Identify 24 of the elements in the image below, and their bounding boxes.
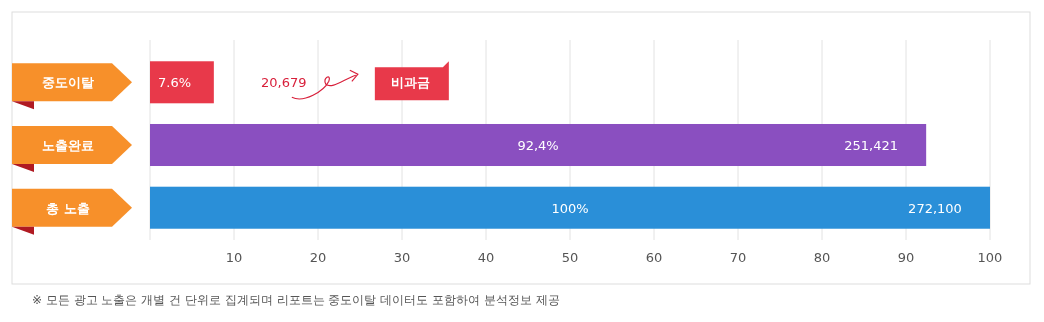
x-tick-label: 40 <box>477 250 495 265</box>
data-label: 92,4% <box>517 138 559 153</box>
x-tick-label: 80 <box>813 250 831 265</box>
x-tick-label: 60 <box>645 250 663 265</box>
y-tick-label: 중도이탈 <box>42 75 94 91</box>
x-tick-label: 90 <box>897 250 915 265</box>
x-tick-label: 50 <box>561 250 579 265</box>
bar <box>150 123 927 167</box>
x-tick-label: 70 <box>729 250 747 265</box>
bar <box>150 61 214 104</box>
annotation: 비과금 <box>391 75 431 91</box>
bar <box>150 186 990 229</box>
x-tick-label: 20 <box>309 250 327 265</box>
x-tick-label: 10 <box>225 250 243 265</box>
x-tick-label: 30 <box>393 250 411 265</box>
data-label: 100% <box>551 200 589 216</box>
y-tick-label: 노출완료 <box>42 138 94 153</box>
annotation: 20,679 <box>261 75 307 91</box>
annotation: 251,421 <box>844 138 899 153</box>
text: ※ 모든 광고 노출은 개별 건 단위로 집계되며 리포트는 중도이탈 데이터도 포함하여 분석정보 제공 <box>32 293 560 307</box>
y-tick-label: 총 노출 <box>46 200 90 216</box>
data-label: 7.6% <box>158 75 192 91</box>
x-tick-label: 100 <box>977 250 1003 265</box>
annotation: 272,100 <box>908 200 962 216</box>
